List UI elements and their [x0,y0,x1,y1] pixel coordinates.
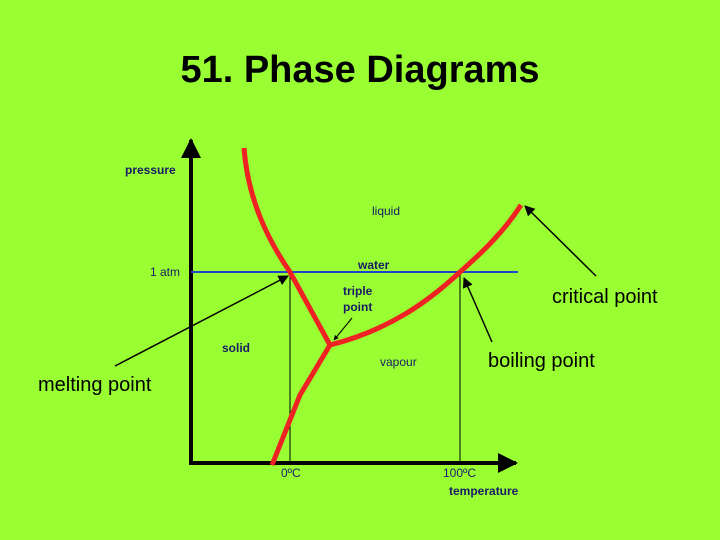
water-label: water [357,258,390,272]
title: 51. Phase Diagrams [180,49,539,91]
x-label: temperature [449,484,519,498]
triple-label: triple [343,284,373,298]
critical-arrow [524,205,597,277]
liquid-vapour-curve [329,203,524,348]
triple-label: point [343,300,372,314]
solid-label: solid [222,341,250,355]
vapour-label: vapour [380,355,417,369]
triple-arrow [333,317,353,341]
tick-label: 100ºC [443,466,476,480]
pressure-level-label: 1 atm [150,265,180,279]
liquid-label: liquid [372,204,400,218]
melting-arrow [114,275,289,367]
y-label: pressure [125,163,176,177]
tick-label: 0ºC [281,466,301,480]
annotation: melting point [38,374,152,396]
solid-liquid-curve [241,147,333,347]
solid-vapour-curve [269,343,333,466]
annotation: boiling point [488,350,595,372]
boiling-arrow [462,277,493,343]
annotation: critical point [552,286,658,308]
